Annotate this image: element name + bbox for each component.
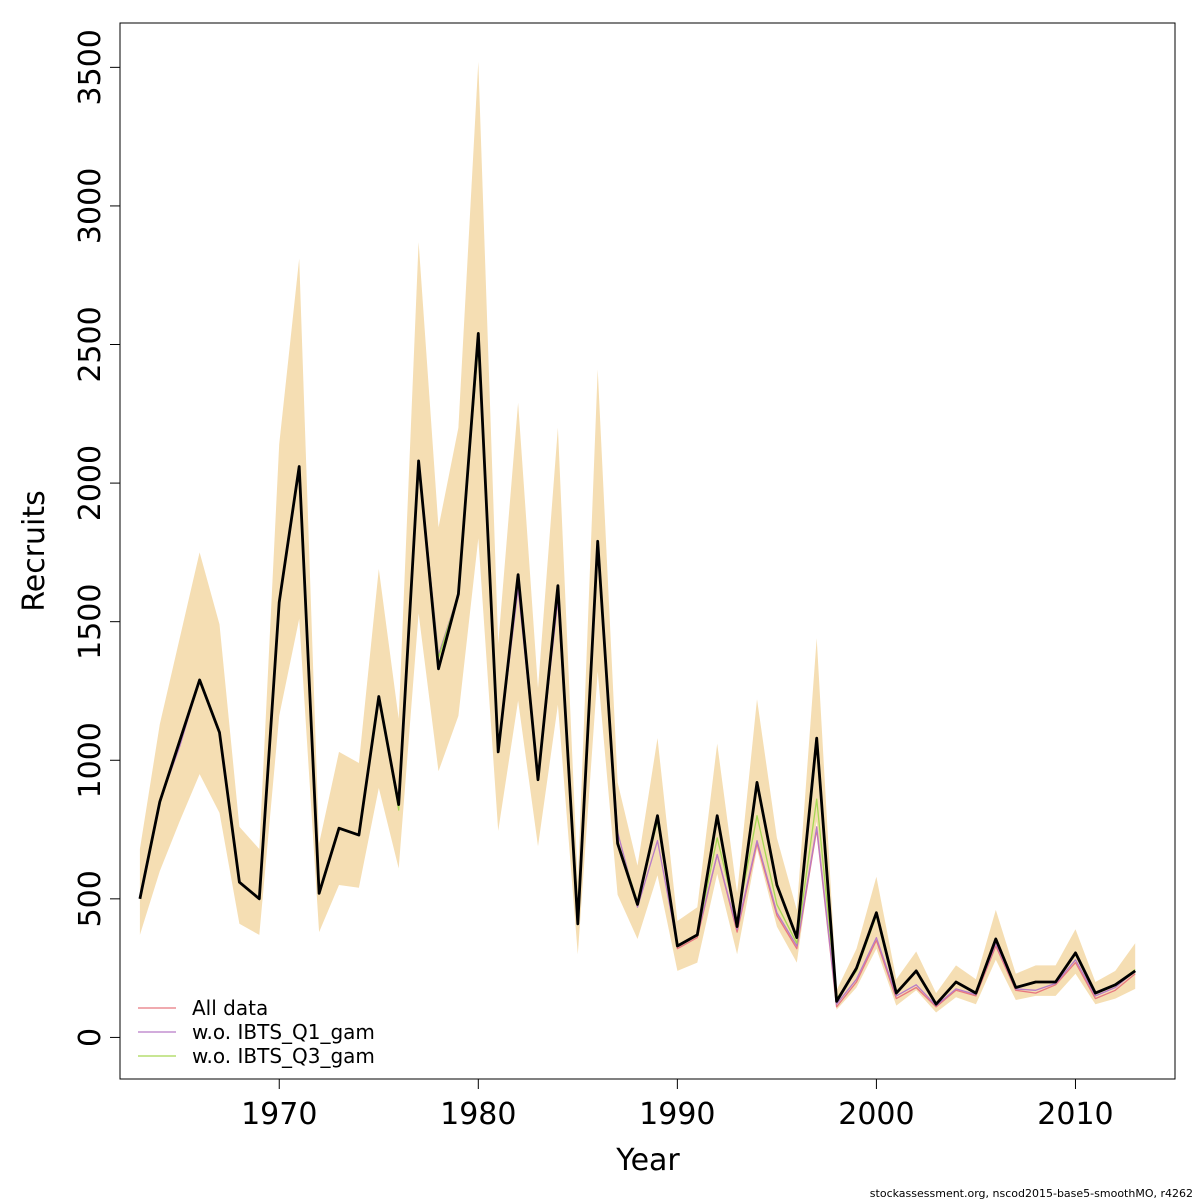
- series-line-estimate: [138, 331, 1137, 1006]
- y-axis: 0 500 1000 1500 2000 2500 3000 3500: [73, 29, 121, 1047]
- y-tick-label: 1500: [73, 584, 108, 660]
- legend-label: w.o. IBTS_Q3_gam: [192, 1044, 375, 1068]
- y-tick-label: 2000: [73, 445, 108, 521]
- y-tick-label: 1000: [73, 722, 108, 798]
- y-tick-label: 500: [73, 870, 108, 927]
- y-axis-title: Recruits: [17, 490, 52, 612]
- y-tick-label: 0: [73, 1028, 108, 1047]
- legend-label: w.o. IBTS_Q1_gam: [192, 1020, 375, 1044]
- y-tick-label: 2500: [73, 306, 108, 382]
- x-tick-label: 2010: [1037, 1097, 1113, 1132]
- x-axis: 1970 1980 1990 2000 2010: [241, 1078, 1114, 1132]
- x-tick-label: 1980: [440, 1097, 516, 1132]
- confidence-band-layer: [139, 61, 1136, 1013]
- footer-note: stockassessment.org, nscod2015-base5-smo…: [870, 1187, 1193, 1200]
- legend-label: All data: [192, 996, 268, 1020]
- x-tick-label: 1970: [241, 1097, 317, 1132]
- y-tick-label: 3000: [73, 168, 108, 244]
- confidence-band: [139, 61, 1136, 1013]
- x-axis-title: Year: [615, 1143, 680, 1178]
- y-tick-label: 3500: [73, 29, 108, 105]
- x-tick-label: 1990: [639, 1097, 715, 1132]
- series-lines-layer: [138, 331, 1137, 1008]
- x-tick-label: 2000: [838, 1097, 914, 1132]
